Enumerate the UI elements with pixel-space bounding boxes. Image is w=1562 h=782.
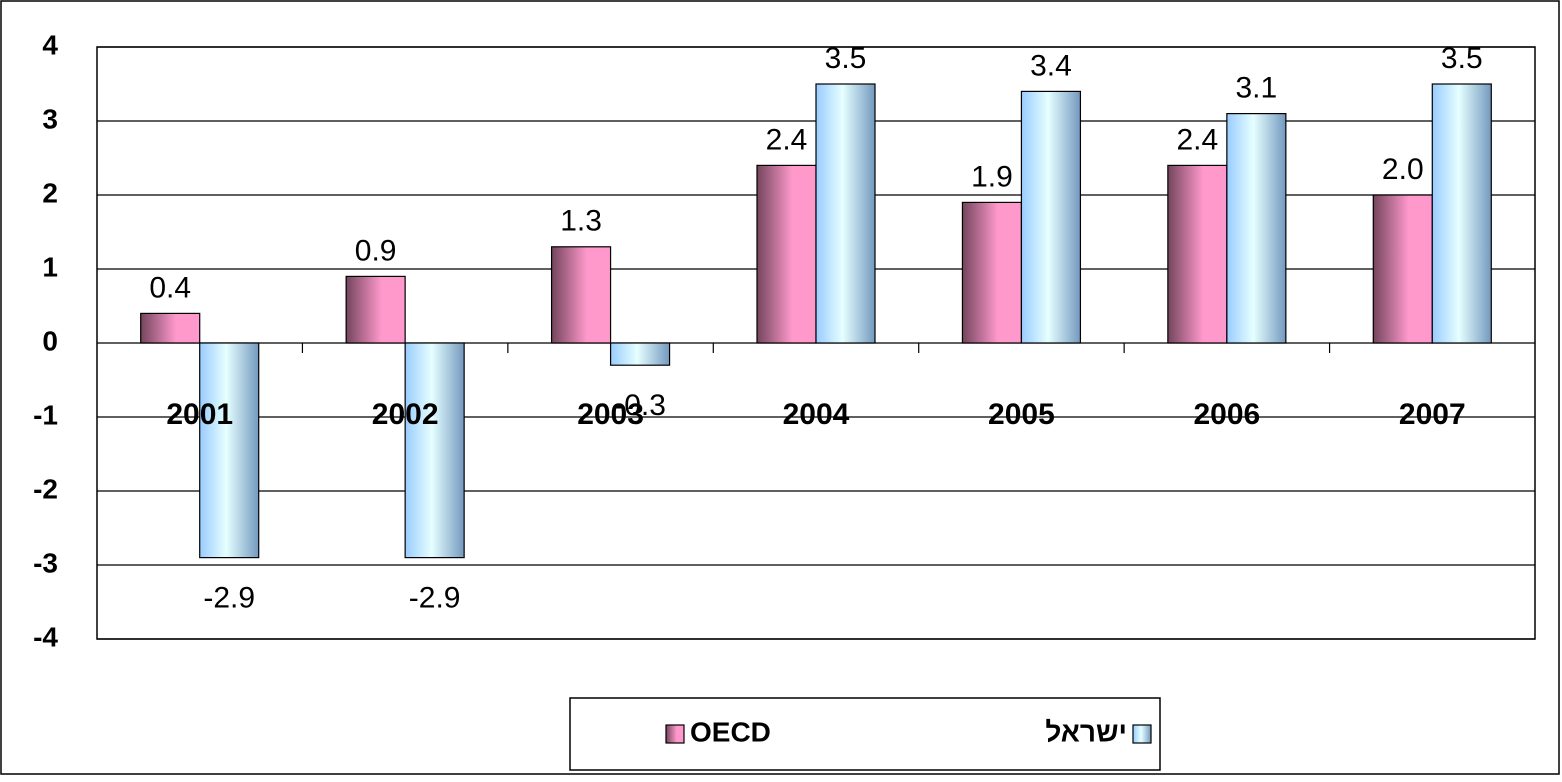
bar (1226, 112, 1287, 344)
bar (1167, 164, 1228, 344)
x-tick-label: 2003 (577, 398, 644, 431)
y-tick-label: 3 (42, 103, 58, 134)
bar (550, 246, 612, 344)
bar (1020, 90, 1082, 344)
y-tick-label: -4 (33, 621, 58, 652)
bar (404, 342, 465, 559)
y-tick-label: 4 (42, 29, 58, 60)
y-tick-label: -1 (33, 399, 58, 430)
x-tick-label: 2001 (166, 398, 233, 431)
legend-swatch (665, 724, 685, 744)
data-label: -2.9 (203, 582, 255, 615)
data-label: 2.0 (1382, 153, 1424, 186)
bar (1431, 83, 1492, 344)
data-label: 0.9 (355, 234, 397, 267)
x-tick-label: 2004 (783, 398, 850, 431)
data-label: 3.1 (1235, 72, 1277, 105)
data-label: 0.4 (149, 271, 191, 304)
data-label: -2.9 (409, 582, 461, 615)
bar (140, 312, 201, 344)
bar (345, 275, 406, 344)
data-label: 3.5 (1441, 42, 1483, 75)
x-tick-label: 2002 (372, 398, 439, 431)
legend-swatch (1132, 724, 1152, 744)
bar (609, 342, 671, 366)
y-tick-label: -3 (33, 547, 58, 578)
data-label: 3.5 (825, 42, 867, 75)
legend-label: OECD (690, 716, 771, 747)
data-label: 2.4 (766, 123, 808, 156)
data-label: 1.9 (971, 160, 1013, 193)
x-tick-label: 2005 (988, 398, 1055, 431)
data-label: 2.4 (1176, 123, 1218, 156)
bar (961, 201, 1023, 344)
bar (815, 83, 876, 344)
data-label: 1.3 (560, 205, 602, 238)
bar (1372, 194, 1433, 344)
legend-label: ישראל (1045, 716, 1127, 747)
data-label: -0.3 (614, 389, 666, 422)
y-tick-label: -2 (33, 473, 58, 504)
data-label: 3.4 (1030, 49, 1072, 82)
x-tick-label: 2006 (1193, 398, 1260, 431)
bar (756, 164, 817, 344)
x-tick-label: 2007 (1399, 398, 1466, 431)
y-tick-label: 2 (42, 177, 58, 208)
bar (199, 342, 260, 559)
y-tick-label: 0 (42, 325, 58, 356)
y-tick-label: 1 (42, 251, 58, 282)
